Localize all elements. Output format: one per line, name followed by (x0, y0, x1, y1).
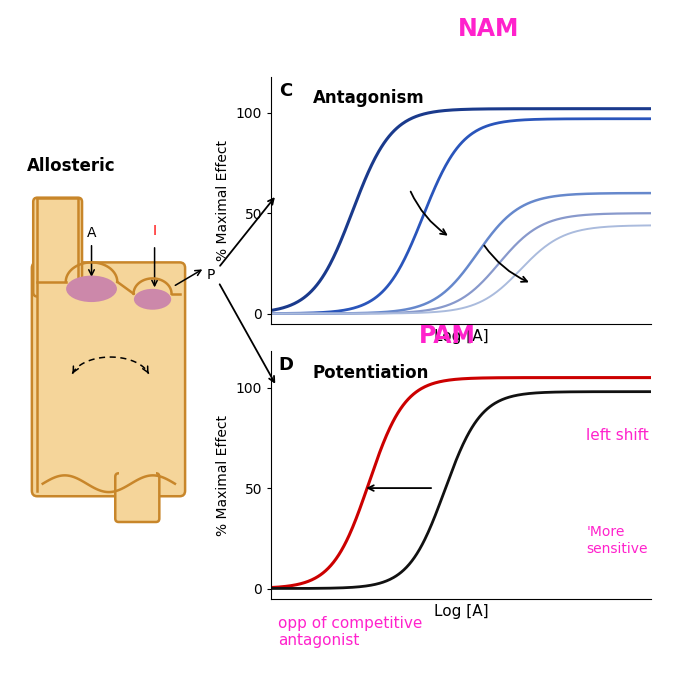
Text: C: C (279, 81, 292, 100)
X-axis label: Log [A]: Log [A] (434, 604, 488, 619)
Text: Antagonism: Antagonism (313, 89, 424, 107)
Y-axis label: % Maximal Effect: % Maximal Effect (216, 415, 231, 535)
FancyBboxPatch shape (119, 470, 156, 498)
Text: I: I (153, 224, 157, 238)
Text: A: A (87, 226, 96, 276)
Y-axis label: % Maximal Effect: % Maximal Effect (216, 140, 231, 260)
FancyBboxPatch shape (32, 262, 185, 496)
Ellipse shape (134, 289, 171, 310)
Text: Potentiation: Potentiation (313, 364, 429, 382)
Text: left shift: left shift (586, 428, 650, 443)
Text: Allosteric: Allosteric (27, 157, 116, 175)
Text: opp of competitive
antagonist: opp of competitive antagonist (278, 616, 422, 649)
FancyBboxPatch shape (37, 271, 78, 310)
Text: P: P (207, 268, 215, 282)
Text: NAM: NAM (458, 17, 519, 41)
FancyBboxPatch shape (33, 198, 82, 296)
Text: 'More
sensitive: 'More sensitive (586, 525, 648, 555)
Text: D: D (279, 356, 294, 374)
X-axis label: Log [A]: Log [A] (434, 329, 488, 345)
Ellipse shape (66, 276, 117, 302)
FancyBboxPatch shape (115, 473, 159, 522)
Text: PAM: PAM (419, 324, 476, 347)
